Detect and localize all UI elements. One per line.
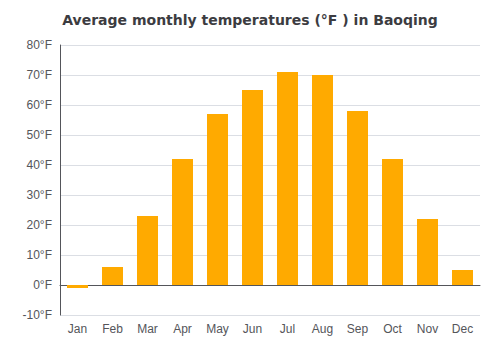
- svg-text:Aug: Aug: [312, 322, 333, 336]
- svg-text:Jun: Jun: [243, 322, 262, 336]
- svg-text:Dec: Dec: [452, 322, 473, 336]
- svg-text:40°F: 40°F: [27, 158, 52, 172]
- svg-text:Mar: Mar: [137, 322, 158, 336]
- svg-text:Feb: Feb: [102, 322, 123, 336]
- svg-text:-10°F: -10°F: [23, 308, 52, 322]
- svg-text:Oct: Oct: [383, 322, 402, 336]
- svg-text:Apr: Apr: [173, 322, 192, 336]
- svg-text:80°F: 80°F: [27, 38, 52, 52]
- svg-text:10°F: 10°F: [27, 248, 52, 262]
- svg-text:Sep: Sep: [347, 322, 369, 336]
- svg-text:50°F: 50°F: [27, 128, 52, 142]
- svg-text:0°F: 0°F: [33, 278, 52, 292]
- svg-text:20°F: 20°F: [27, 218, 52, 232]
- svg-text:70°F: 70°F: [27, 68, 52, 82]
- svg-text:30°F: 30°F: [27, 188, 52, 202]
- svg-text:Average monthly temperatures (: Average monthly temperatures (°F ) in Ba…: [62, 12, 438, 28]
- svg-text:Jul: Jul: [280, 322, 295, 336]
- svg-text:Nov: Nov: [417, 322, 438, 336]
- svg-text:60°F: 60°F: [27, 98, 52, 112]
- svg-text:Jan: Jan: [68, 322, 87, 336]
- svg-text:May: May: [206, 322, 229, 336]
